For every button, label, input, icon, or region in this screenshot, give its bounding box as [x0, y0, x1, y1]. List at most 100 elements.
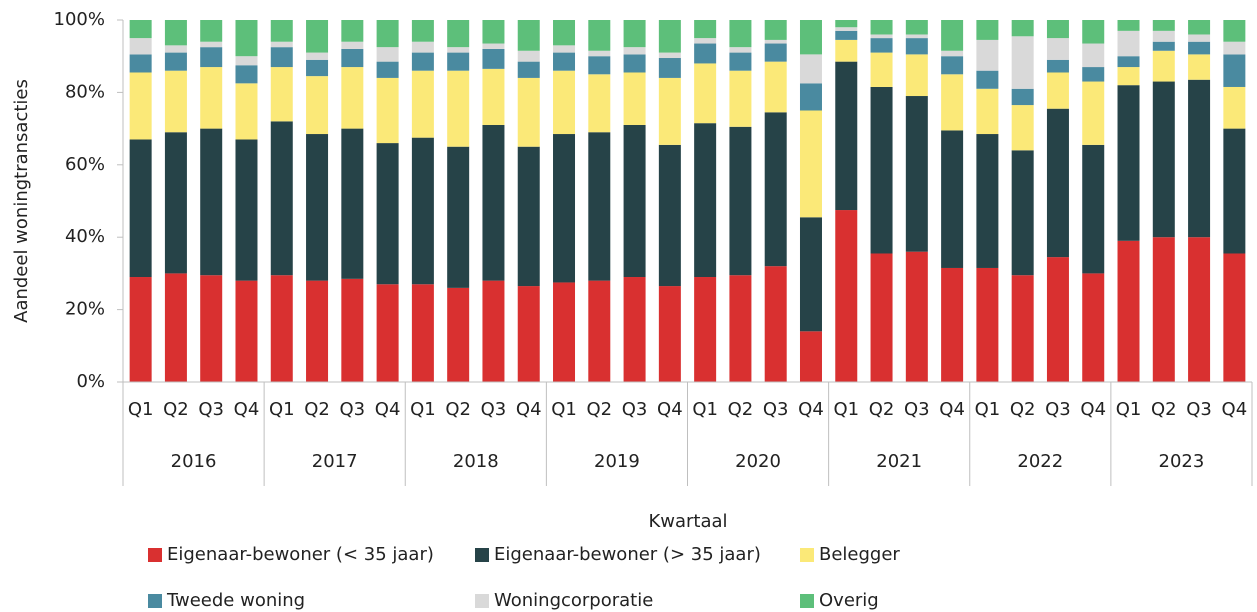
bar-segment — [1011, 275, 1034, 382]
bar-segment — [306, 59, 329, 77]
bar-segment — [447, 47, 470, 53]
legend-label: Overig — [819, 590, 879, 611]
bar-segment — [799, 54, 822, 84]
bar-segment — [1188, 79, 1211, 238]
bar-segment — [870, 34, 893, 39]
bar-segment — [1011, 36, 1034, 89]
bar-segment — [623, 124, 646, 278]
bar-segment — [694, 123, 717, 278]
x-tick-label: Q3 — [763, 399, 789, 420]
group-label: 2016 — [171, 451, 217, 472]
bar-segment — [447, 146, 470, 288]
bar-segment — [1046, 257, 1069, 382]
bar-segment — [341, 48, 364, 68]
y-tick-label: 0% — [76, 371, 105, 392]
bar-segment — [1152, 20, 1175, 31]
bar-segment — [1188, 20, 1211, 35]
bar-segment — [764, 112, 787, 267]
bar-segment — [764, 43, 787, 62]
bar-segment — [517, 50, 540, 62]
bar-segment — [1011, 150, 1034, 276]
bar-segment — [235, 83, 258, 140]
bar-segment — [411, 137, 434, 285]
bar-segment — [1117, 240, 1140, 382]
bar-segment — [941, 74, 964, 131]
bar-segment — [164, 132, 187, 274]
bar-segment — [306, 134, 329, 281]
x-tick-label: Q2 — [163, 399, 189, 420]
bar-segment — [694, 20, 717, 39]
bar-segment — [411, 20, 434, 42]
bar-segment — [1223, 128, 1246, 254]
bar-segment — [623, 47, 646, 55]
bar-segment — [1152, 41, 1175, 51]
bar-segment — [976, 88, 999, 135]
bar-segment — [1082, 144, 1105, 274]
x-tick-label: Q1 — [692, 399, 718, 420]
bar-segment — [553, 20, 576, 46]
x-tick-label: Q1 — [975, 399, 1001, 420]
bar-segment — [694, 277, 717, 382]
bar-segment — [1082, 67, 1105, 82]
bar-segment — [799, 217, 822, 332]
bar-segment — [517, 61, 540, 78]
bar-segment — [835, 30, 858, 40]
bar-segment — [200, 20, 223, 42]
bar-segment — [1046, 108, 1069, 258]
legend-label: Eigenaar-bewoner (> 35 jaar) — [494, 544, 761, 565]
bar-segment — [553, 52, 576, 71]
legend-swatch — [800, 548, 814, 562]
bar-segment — [694, 38, 717, 44]
bar-segment — [376, 143, 399, 285]
bar-segment — [164, 70, 187, 133]
bar-segment — [482, 43, 505, 49]
bar-segment — [623, 54, 646, 73]
bar-segment — [1152, 237, 1175, 382]
bar-segment — [1011, 20, 1034, 37]
bar-segment — [694, 63, 717, 124]
bar-segment — [1082, 81, 1105, 145]
bar-segment — [835, 27, 858, 31]
bar-segment — [1082, 20, 1105, 44]
bar-segment — [941, 56, 964, 75]
group-label: 2018 — [453, 451, 499, 472]
bar-segment — [941, 50, 964, 57]
bar-segment — [1117, 67, 1140, 86]
bar-segment — [1117, 20, 1140, 31]
bar-segment — [588, 74, 611, 133]
bar-segment — [411, 284, 434, 382]
bar-segment — [799, 110, 822, 218]
bar-segment — [1046, 59, 1069, 73]
bar-segment — [729, 47, 752, 53]
bar-segment — [270, 47, 293, 68]
group-label: 2017 — [312, 451, 358, 472]
bar-segment — [517, 286, 540, 382]
bar-segment — [1046, 72, 1069, 109]
bar-segment — [235, 20, 258, 57]
x-tick-label: Q2 — [1151, 399, 1177, 420]
bar-segment — [306, 52, 329, 60]
group-label: 2019 — [594, 451, 640, 472]
bar-segment — [588, 20, 611, 51]
bar-segment — [164, 45, 187, 53]
bar-segment — [341, 278, 364, 382]
bar-segment — [129, 277, 152, 382]
bar-segment — [447, 287, 470, 382]
bar-segment — [341, 67, 364, 129]
x-tick-label: Q3 — [340, 399, 366, 420]
x-tick-label: Q3 — [481, 399, 507, 420]
bar-segment — [200, 47, 223, 68]
bar-segment — [1046, 38, 1069, 60]
y-tick-label: 100% — [54, 9, 105, 30]
bar-segment — [129, 54, 152, 73]
bar-segment — [729, 52, 752, 71]
x-tick-label: Q2 — [304, 399, 330, 420]
x-tick-label: Q1 — [410, 399, 436, 420]
bar-segment — [447, 52, 470, 71]
legend-label: Belegger — [819, 544, 900, 565]
bar-segment — [905, 251, 928, 382]
bar-segment — [270, 41, 293, 48]
x-tick-label: Q3 — [622, 399, 648, 420]
bar-segment — [976, 134, 999, 268]
